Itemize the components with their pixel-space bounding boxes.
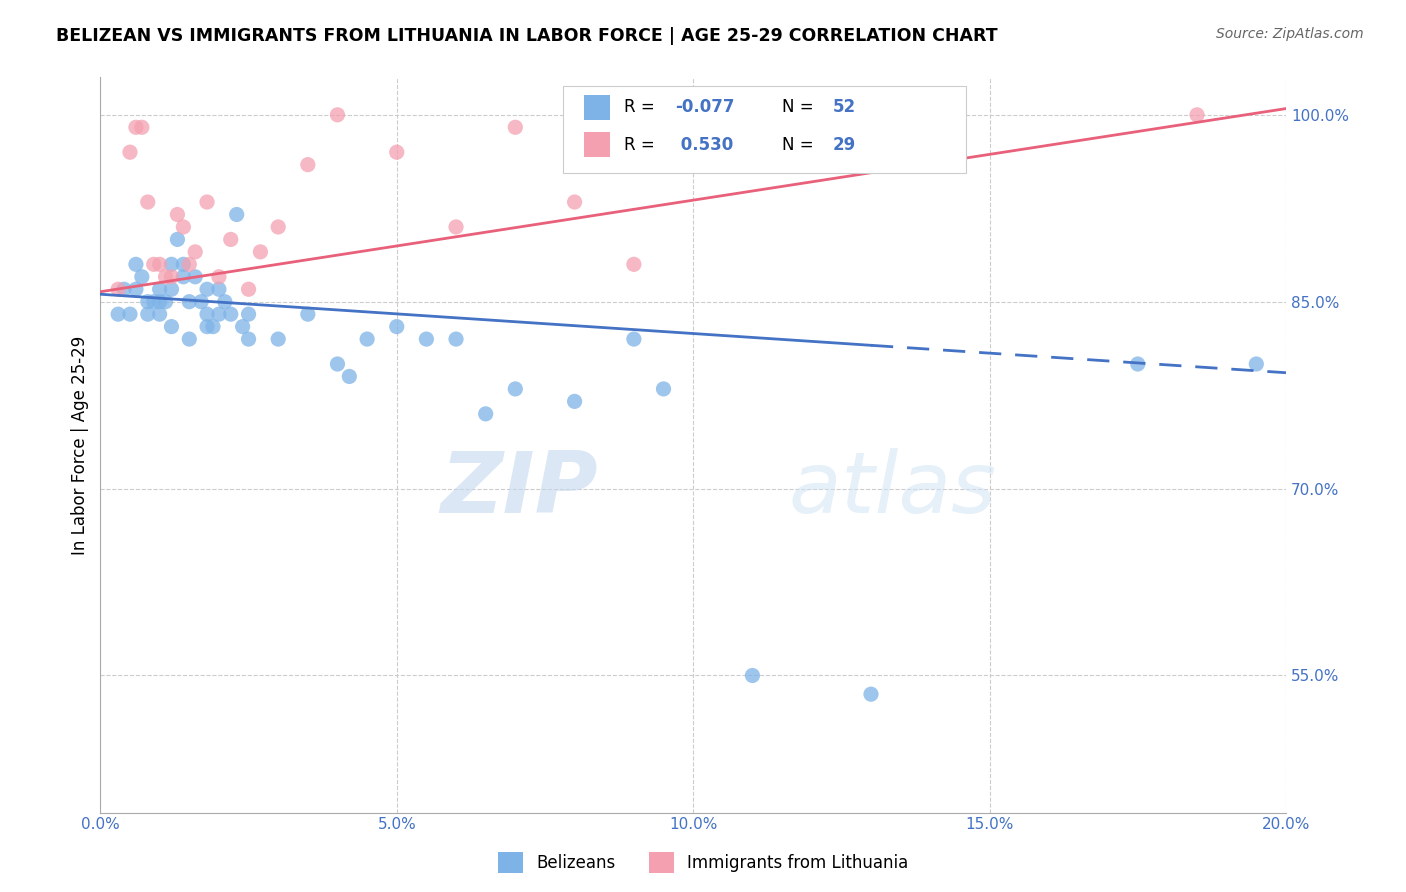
Point [172, 269, 194, 284]
Point [385, 145, 408, 160]
Point [179, 257, 201, 271]
Point [149, 257, 172, 271]
Point [179, 294, 201, 309]
Point [232, 319, 254, 334]
Point [125, 282, 148, 296]
Y-axis label: In Labor Force | Age 25-29: In Labor Force | Age 25-29 [72, 335, 89, 555]
Point [267, 219, 290, 234]
Text: 52: 52 [834, 98, 856, 116]
Point [214, 294, 236, 309]
Text: atlas: atlas [787, 448, 995, 531]
Text: BELIZEAN VS IMMIGRANTS FROM LITHUANIA IN LABOR FORCE | AGE 25-29 CORRELATION CHA: BELIZEAN VS IMMIGRANTS FROM LITHUANIA IN… [56, 27, 998, 45]
Point [505, 382, 527, 396]
Point [131, 120, 153, 135]
Point [238, 282, 260, 296]
Text: -0.077: -0.077 [675, 98, 735, 116]
Point [623, 257, 645, 271]
Point [444, 219, 467, 234]
Point [142, 294, 165, 309]
Point [131, 269, 153, 284]
FancyBboxPatch shape [562, 87, 966, 173]
Point [118, 145, 141, 160]
Point [564, 394, 586, 409]
Point [652, 382, 675, 396]
Text: R =: R = [624, 136, 655, 153]
Point [505, 120, 527, 135]
Point [356, 332, 378, 346]
Point [859, 687, 882, 701]
Point [107, 307, 129, 321]
Point [166, 232, 188, 246]
Point [415, 332, 437, 346]
Point [238, 332, 260, 346]
Point [166, 207, 188, 221]
Point [297, 307, 319, 321]
Point [682, 145, 704, 160]
Point [1246, 357, 1268, 371]
Point [219, 232, 242, 246]
Point [208, 307, 231, 321]
Point [160, 257, 183, 271]
Text: 0.530: 0.530 [675, 136, 734, 153]
Point [385, 319, 408, 334]
FancyBboxPatch shape [583, 95, 610, 120]
Point [564, 194, 586, 209]
Point [149, 282, 172, 296]
Point [179, 332, 201, 346]
Point [195, 194, 218, 209]
Text: Source: ZipAtlas.com: Source: ZipAtlas.com [1216, 27, 1364, 41]
Point [219, 307, 242, 321]
Point [155, 294, 177, 309]
Point [149, 294, 172, 309]
Point [136, 307, 159, 321]
Point [125, 120, 148, 135]
Point [195, 282, 218, 296]
Point [195, 319, 218, 334]
Point [136, 294, 159, 309]
Point [225, 207, 247, 221]
Point [800, 133, 823, 147]
Point [184, 244, 207, 259]
Point [112, 282, 135, 296]
Point [208, 269, 231, 284]
Text: R =: R = [624, 98, 655, 116]
Point [208, 282, 231, 296]
Point [1185, 108, 1208, 122]
Text: N =: N = [782, 98, 814, 116]
Text: 29: 29 [834, 136, 856, 153]
Point [474, 407, 496, 421]
Point [160, 282, 183, 296]
Point [326, 357, 349, 371]
Point [107, 282, 129, 296]
Point [297, 158, 319, 172]
Text: N =: N = [782, 136, 814, 153]
Point [195, 307, 218, 321]
Point [238, 307, 260, 321]
Point [337, 369, 360, 384]
Point [118, 307, 141, 321]
Point [172, 257, 194, 271]
Point [160, 269, 183, 284]
Point [741, 668, 763, 682]
Point [267, 332, 290, 346]
Text: ZIP: ZIP [440, 448, 599, 531]
Point [155, 269, 177, 284]
Point [249, 244, 271, 259]
Point [1126, 357, 1149, 371]
Point [623, 332, 645, 346]
Point [444, 332, 467, 346]
Point [172, 219, 194, 234]
Point [190, 294, 212, 309]
Legend: Belizeans, Immigrants from Lithuania: Belizeans, Immigrants from Lithuania [491, 846, 915, 880]
FancyBboxPatch shape [583, 132, 610, 157]
Point [201, 319, 224, 334]
Point [142, 257, 165, 271]
Point [125, 257, 148, 271]
Point [136, 194, 159, 209]
Point [149, 307, 172, 321]
Point [160, 319, 183, 334]
Point [326, 108, 349, 122]
Point [184, 269, 207, 284]
